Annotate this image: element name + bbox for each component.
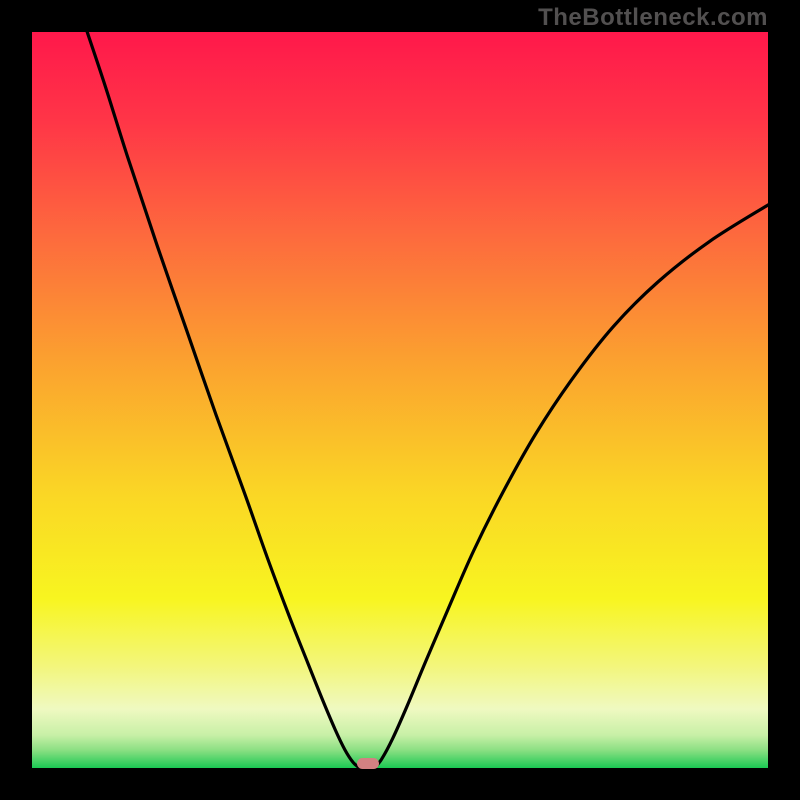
chart-frame: TheBottleneck.com [0, 0, 800, 800]
curve-branch [87, 32, 359, 768]
curve-branch [374, 205, 768, 768]
plot-area [32, 32, 768, 768]
bottleneck-curve [32, 32, 768, 768]
optimum-marker [357, 758, 379, 770]
watermark-text: TheBottleneck.com [538, 4, 768, 32]
